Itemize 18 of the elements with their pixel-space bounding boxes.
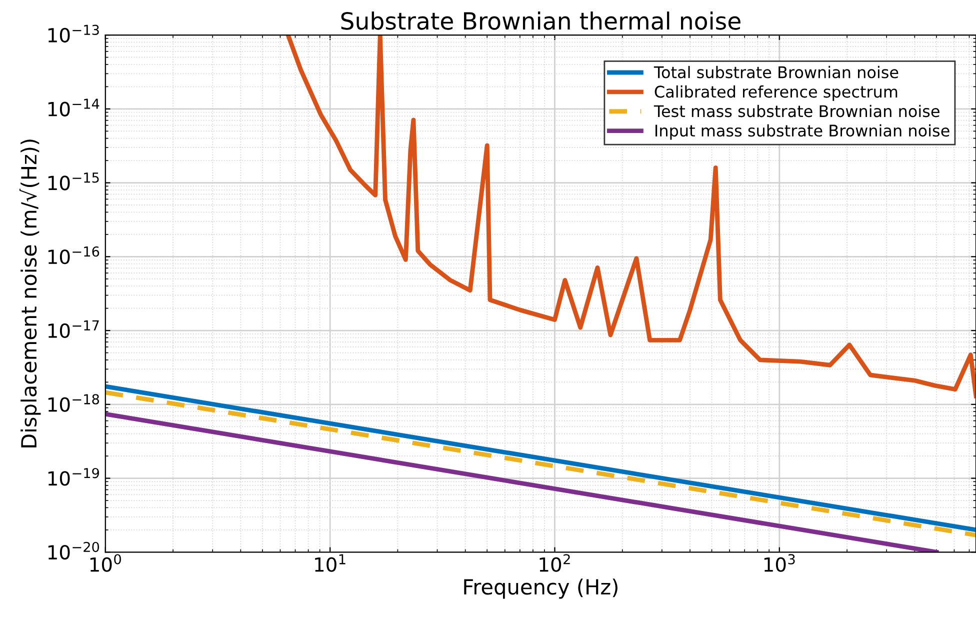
y-tick-label: 10$^{−19}$: [48, 468, 99, 486]
chart-title: Substrate Brownian thermal noise: [341, 12, 740, 30]
y-tick-label: 10$^{−18}$: [48, 394, 100, 412]
y-tick-label: 10$^{−13}$: [48, 24, 99, 43]
y-tick-label: 10$^{−15}$: [48, 172, 99, 190]
legend-label: Calibrated reference spectrum: [654, 85, 898, 101]
x-axis-title: Frequency (Hz): [464, 578, 618, 599]
x-tick-label: 10$^{3}$: [764, 554, 795, 572]
legend-label: Test mass substrate Brownian noise: [654, 104, 940, 118]
y-axis-title: Displacement noise (m/√(Hz)): [20, 140, 41, 448]
x-tick-label: 10$^{2}$: [540, 554, 570, 572]
legend-label: Input mass substrate Brownian noise: [656, 124, 950, 140]
y-tick-label: 10$^{−16}$: [48, 246, 100, 264]
x-tick-label: 10$^{1}$: [315, 554, 346, 572]
y-tick-label: 10$^{−17}$: [48, 320, 99, 338]
x-tick-label: 10$^{0}$: [90, 554, 121, 572]
legend-label: Total substrate Brownian noise: [654, 66, 898, 78]
y-tick-label: 10$^{−14}$: [48, 98, 100, 116]
